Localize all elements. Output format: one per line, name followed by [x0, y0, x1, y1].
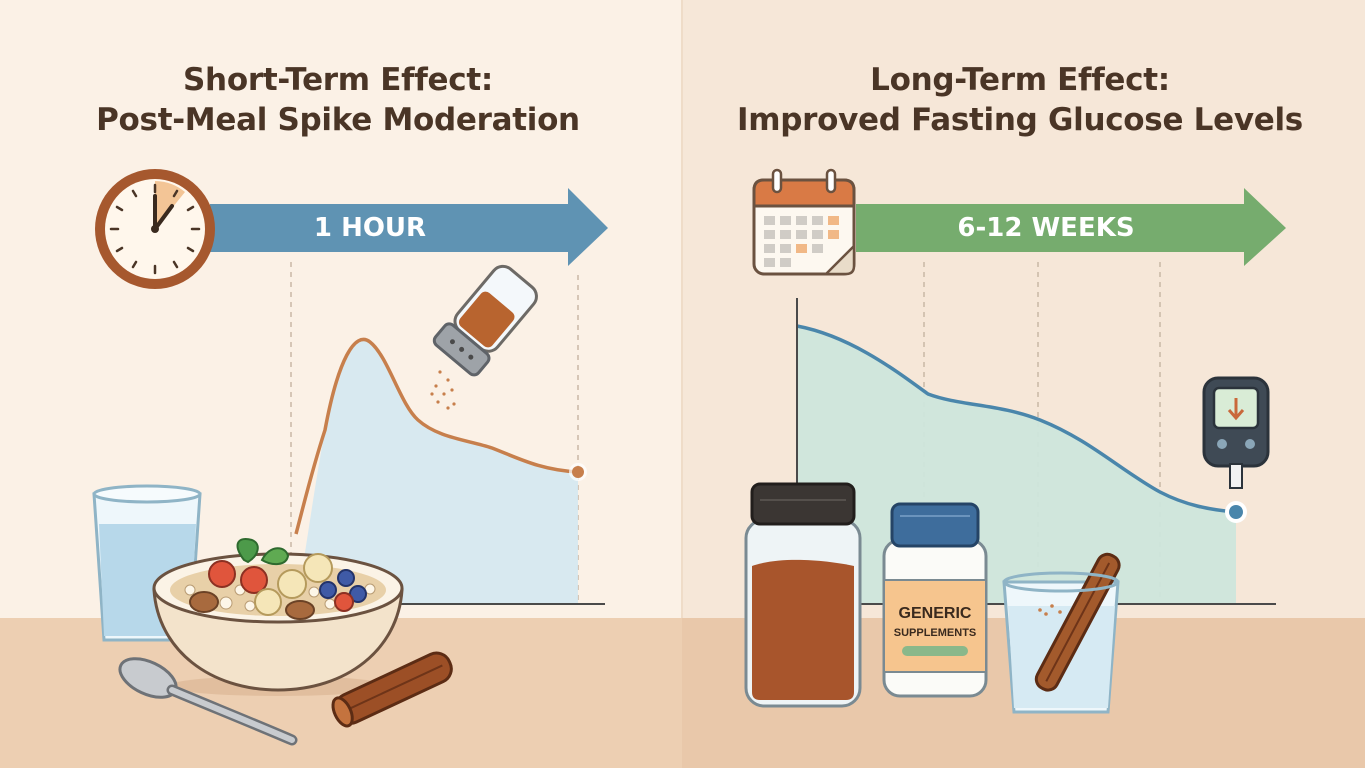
glucose-meter-icon [1202, 376, 1270, 489]
spoon-icon [118, 657, 298, 746]
six-to-twelve-weeks-label: 6-12 WEEKS [957, 213, 1135, 243]
right-title-line2: Improved Fasting Glucose Levels [737, 102, 1303, 138]
one-hour-arrow [210, 188, 608, 266]
oatmeal-bowl-icon [152, 538, 404, 696]
spike-curve [294, 337, 579, 535]
left-title-line1: Short-Term Effect: [183, 62, 493, 98]
one-hour-label: 1 HOUR [313, 213, 427, 243]
right-title: Long-Term Effect: Improved Fasting Gluco… [700, 60, 1340, 140]
cinnamon-water-glass-icon [1002, 552, 1121, 714]
cinnamon-sprinkle [430, 370, 456, 410]
spike-area [296, 339, 578, 604]
supplement-label-line1: GENERIC [899, 605, 972, 622]
cinnamon-shaker-icon [432, 264, 538, 377]
supplement-label-line2: SUPPLEMENTS [894, 627, 977, 639]
post-meal-spike-chart [294, 337, 605, 605]
left-title: Short-Term Effect: Post-Meal Spike Moder… [18, 60, 658, 140]
calendar-icon [752, 168, 856, 276]
cinnamon-jar-icon [744, 482, 862, 708]
six-to-twelve-weeks-arrow [856, 188, 1286, 266]
right-title-line1: Long-Term Effect: [870, 62, 1170, 98]
left-title-line2: Post-Meal Spike Moderation [96, 102, 580, 138]
clock-icon [95, 169, 215, 289]
supplement-bottle-icon [882, 502, 988, 698]
fasting-curve [796, 324, 1237, 514]
cinnamon-stick-icon [331, 651, 453, 728]
